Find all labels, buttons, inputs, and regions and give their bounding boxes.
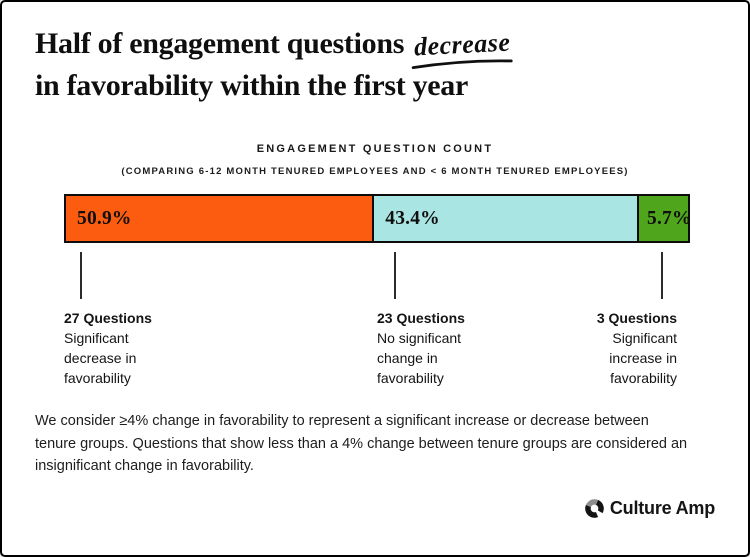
segment-label-increase: 5.7%	[647, 207, 688, 229]
annotation-increase: 3 Questions Significant increase in favo…	[597, 308, 677, 388]
segment-label-no-change: 43.4%	[385, 207, 440, 229]
annotation-no-change: 23 Questions No significant change in fa…	[377, 308, 465, 388]
segment-label-decrease: 50.9%	[77, 207, 132, 229]
culture-amp-logo: Culture Amp	[585, 498, 715, 519]
title-line1: Half of engagement questions	[35, 27, 405, 60]
annotation-line: decrease in	[64, 350, 137, 366]
annotation-line: increase in	[609, 350, 677, 366]
annotation-line: favorability	[64, 370, 131, 386]
annotation-count: 23 Questions	[377, 310, 465, 326]
bar-segment-increase: 5.7%	[637, 196, 688, 241]
culture-amp-mark-icon	[585, 499, 604, 518]
chart-subheading: (COMPARING 6-12 MONTH TENURED EMPLOYEES …	[121, 166, 629, 177]
culture-amp-wordmark: Culture Amp	[609, 498, 715, 518]
bar-segment-decrease: 50.9%	[66, 196, 373, 241]
annotation-line: favorability	[610, 370, 677, 386]
leader-line-decrease	[80, 252, 82, 299]
bar-segment-no-change: 43.4%	[372, 196, 637, 241]
leader-line-no-change	[394, 252, 396, 299]
page-title: Half of engagement questions decrease in f…	[35, 24, 695, 105]
annotation-line: change in	[377, 350, 438, 366]
chart-heading: ENGAGEMENT QUESTION COUNT	[256, 143, 494, 155]
hand-underline-icon	[411, 59, 513, 69]
annotation-decrease: 27 Questions Significant decrease in fav…	[64, 308, 152, 388]
stacked-bar: 50.9% 43.4% 5.7%	[64, 194, 690, 243]
leader-line-increase	[661, 252, 663, 299]
annotation-line: No significant	[377, 330, 462, 346]
methodology-footnote: We consider ≥4% change in favorability t…	[35, 413, 688, 474]
annotation-line: Significant	[612, 330, 677, 346]
annotation-count: 3 Questions	[596, 310, 677, 326]
decrease-highlight: decrease	[411, 22, 513, 69]
annotation-line: Significant	[64, 330, 129, 346]
annotation-count: 27 Questions	[64, 310, 152, 326]
title-line2: in favorability within the first year	[35, 69, 469, 102]
annotation-line: favorability	[377, 370, 444, 386]
